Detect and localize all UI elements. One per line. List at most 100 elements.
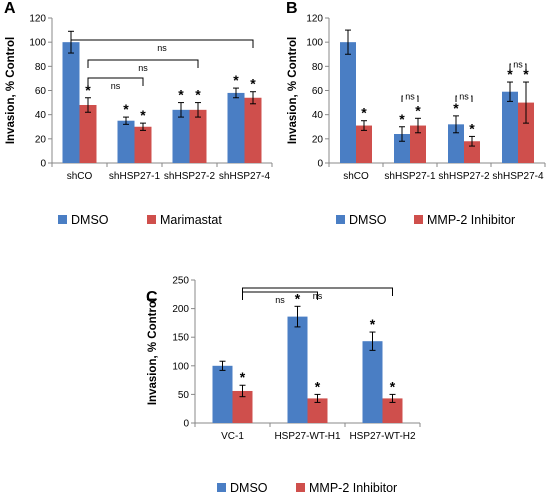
legend-swatch — [336, 215, 345, 224]
y-tick-label: 50 — [178, 390, 190, 401]
significance-star: * — [85, 82, 91, 98]
ns-label: ns — [513, 60, 523, 70]
y-tick-label: 200 — [172, 304, 189, 315]
ns-label-gap — [403, 92, 417, 100]
y-tick-label: 20 — [35, 134, 47, 145]
significance-star: * — [140, 107, 146, 123]
legend-swatch — [414, 215, 423, 224]
bar-dmso — [172, 109, 190, 163]
ns-label: ns — [138, 63, 148, 73]
y-tick-label: 20 — [312, 134, 324, 145]
ns-label: ns — [459, 92, 469, 102]
significance-star: * — [178, 87, 184, 103]
y-axis-label: Invasion, % Control — [5, 37, 17, 144]
legend-label: DMSO — [230, 481, 268, 495]
y-tick-label: 100 — [172, 361, 189, 372]
significance-star: * — [123, 101, 129, 117]
x-tick-label: HSP27-WT-H2 — [349, 431, 416, 442]
panel-b: B 0 20 40 60 80 100 120 Invasion, % Control shCO s… — [286, 0, 546, 227]
significance-star: * — [295, 290, 301, 306]
significance-star: * — [469, 120, 475, 136]
legend-label: MMP-2 Inhibitor — [427, 213, 515, 227]
bar-marimastat — [189, 109, 207, 163]
ns-bracket — [242, 287, 393, 296]
x-tick-label: shHSP27-1 — [109, 171, 161, 182]
bar-dmso — [62, 42, 80, 163]
legend-label: DMSO — [71, 213, 109, 227]
bar-mmp-2-inhibitor — [356, 125, 372, 163]
x-tick-label: shHSP27-1 — [384, 171, 436, 182]
legend-swatch — [58, 215, 67, 224]
y-tick-label: 100 — [29, 38, 46, 49]
legend-label: Marimastat — [160, 213, 222, 227]
y-tick-label: 40 — [35, 110, 47, 121]
legend-label: DMSO — [349, 213, 387, 227]
x-tick-label: shHSP27-2 — [164, 171, 216, 182]
bar-mmp-2-inhibitor — [410, 125, 426, 163]
y-tick-label: 60 — [35, 86, 47, 97]
panel-letter: B — [286, 0, 298, 17]
bar-dmso — [448, 124, 464, 163]
bar-mmp-2-inhibitor — [232, 390, 253, 423]
legend-swatch — [296, 483, 305, 492]
bar-marimastat — [134, 126, 152, 163]
y-axis-label: Invasion, % Control — [287, 37, 299, 144]
y-tick-label: 80 — [35, 62, 47, 73]
significance-star: * — [370, 316, 376, 332]
significance-star: * — [507, 66, 513, 82]
significance-star: * — [195, 87, 201, 103]
x-tick-label: VC-1 — [221, 431, 244, 442]
x-tick-label: shHSP27-2 — [438, 171, 490, 182]
bar-dmso — [362, 341, 383, 423]
bar-marimastat — [244, 97, 262, 163]
y-tick-label: 0 — [40, 159, 46, 170]
ns-label: ns — [313, 291, 323, 301]
ns-label-gap — [457, 92, 471, 100]
x-tick-label: HSP27-WT-H1 — [274, 431, 341, 442]
significance-star: * — [399, 111, 405, 127]
ns-bracket — [87, 77, 144, 86]
bar-marimastat — [79, 105, 97, 163]
legend-swatch — [217, 483, 226, 492]
ns-label: ns — [405, 92, 415, 102]
ns-bracket — [70, 39, 254, 48]
significance-star: * — [250, 76, 256, 92]
significance-star: * — [240, 369, 246, 385]
significance-star: * — [415, 102, 421, 118]
panel-c: C 0 50 100 150 200 250 Invasion, % Control VC-1 H… — [146, 276, 421, 495]
significance-star: * — [315, 378, 321, 394]
significance-star: * — [453, 100, 459, 116]
legend-swatch — [147, 215, 156, 224]
panel-letter: C — [146, 289, 158, 306]
ns-label-gap — [511, 60, 525, 68]
legend-label: MMP-2 Inhibitor — [309, 481, 397, 495]
y-tick-label: 40 — [312, 110, 324, 121]
y-tick-label: 0 — [183, 419, 189, 430]
bar-dmso — [227, 92, 245, 163]
significance-star: * — [523, 66, 529, 82]
bar-dmso — [117, 120, 135, 163]
x-tick-label: shHSP27-4 — [219, 171, 271, 182]
y-tick-label: 100 — [306, 38, 323, 49]
y-axis-label: Invasion, % Control — [147, 298, 159, 405]
panel-a: A 0 20 40 60 80 100 120 Invasion, % Control shCO s… — [4, 0, 273, 227]
y-tick-label: 120 — [306, 14, 323, 25]
bar-mmp-2-inhibitor — [518, 102, 534, 163]
bar-dmso — [212, 365, 233, 423]
significance-star: * — [233, 72, 239, 88]
x-tick-label: shCO — [67, 171, 93, 182]
bar-mmp-2-inhibitor — [382, 398, 403, 423]
bar-dmso — [502, 91, 518, 163]
ns-label: ns — [111, 81, 121, 91]
y-tick-label: 80 — [312, 62, 324, 73]
panel-letter: A — [4, 0, 16, 17]
ns-label: ns — [157, 43, 167, 53]
significance-star: * — [361, 105, 367, 121]
y-tick-label: 150 — [172, 333, 189, 344]
bar-dmso — [287, 316, 308, 423]
ns-label: ns — [275, 295, 285, 305]
x-tick-label: shHSP27-4 — [492, 171, 544, 182]
bar-mmp-2-inhibitor — [464, 141, 480, 163]
ns-bracket — [87, 59, 199, 68]
